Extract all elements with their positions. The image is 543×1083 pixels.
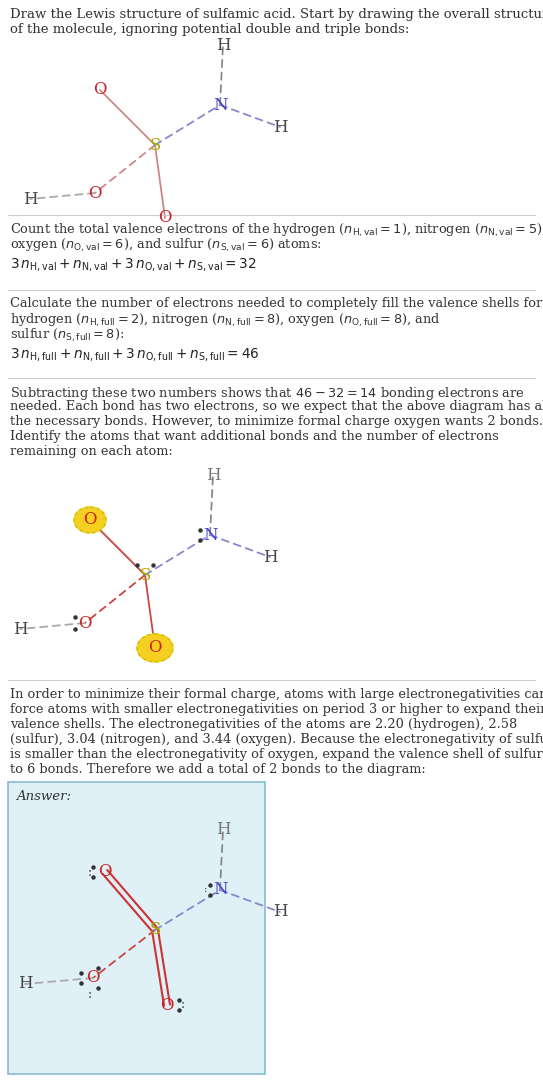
Text: H: H [12,621,27,638]
Text: :: : [88,865,92,878]
Text: is smaller than the electronegativity of oxygen, expand the valence shell of sul: is smaller than the electronegativity of… [10,748,543,761]
Text: hydrogen ($n_{\mathrm{H,full}}=2$), nitrogen ($n_{\mathrm{N,full}}=8$), oxygen (: hydrogen ($n_{\mathrm{H,full}}=2$), nitr… [10,312,440,329]
Text: Identify the atoms that want additional bonds and the number of electrons: Identify the atoms that want additional … [10,430,499,443]
Text: H: H [23,191,37,208]
Text: S: S [140,566,151,584]
Text: H: H [216,37,230,53]
Text: Calculate the number of electrons needed to completely fill the valence shells f: Calculate the number of electrons needed… [10,297,542,310]
Text: (sulfur), 3.04 (nitrogen), and 3.44 (oxygen). Because the electronegativity of s: (sulfur), 3.04 (nitrogen), and 3.44 (oxy… [10,733,543,746]
Text: H: H [18,976,33,992]
Text: O: O [148,639,162,656]
Text: oxygen ($n_{\mathrm{O,val}}=6$), and sulfur ($n_{\mathrm{S,val}}=6$) atoms:: oxygen ($n_{\mathrm{O,val}}=6$), and sul… [10,237,322,255]
Text: S: S [149,136,161,154]
Text: O: O [86,969,100,987]
Text: valence shells. The electronegativities of the atoms are 2.20 (hydrogen), 2.58: valence shells. The electronegativities … [10,718,517,731]
Text: O: O [98,863,112,880]
Text: In order to minimize their formal charge, atoms with large electronegativities c: In order to minimize their formal charge… [10,688,543,701]
Text: H: H [273,118,287,135]
Text: O: O [83,511,97,529]
Text: N: N [213,96,228,114]
Ellipse shape [137,634,173,662]
Text: Count the total valence electrons of the hydrogen ($n_{\mathrm{H,val}}=1$), nitr: Count the total valence electrons of the… [10,222,543,239]
Text: Answer:: Answer: [16,790,71,803]
Text: O: O [78,614,92,631]
Text: Draw the Lewis structure of sulfamic acid. Start by drawing the overall structur: Draw the Lewis structure of sulfamic aci… [10,8,543,36]
Text: needed. Each bond has two electrons, so we expect that the above diagram has all: needed. Each bond has two electrons, so … [10,400,543,413]
Text: the necessary bonds. However, to minimize formal charge oxygen wants 2 bonds.: the necessary bonds. However, to minimiz… [10,415,543,428]
Text: remaining on each atom:: remaining on each atom: [10,445,173,458]
Text: Subtracting these two numbers shows that $46-32=14$ bonding electrons are: Subtracting these two numbers shows that… [10,384,525,402]
Text: sulfur ($n_{\mathrm{S,full}}=8$):: sulfur ($n_{\mathrm{S,full}}=8$): [10,327,124,344]
Text: to 6 bonds. Therefore we add a total of 2 bonds to the diagram:: to 6 bonds. Therefore we add a total of … [10,764,426,777]
Text: O: O [160,996,174,1014]
Text: O: O [158,209,172,226]
Text: N: N [213,882,228,899]
Text: H: H [206,467,220,483]
Text: O: O [93,81,107,99]
Text: $3\,n_{\mathrm{H,val}}+n_{\mathrm{N,val}}+3\,n_{\mathrm{O,val}}+n_{\mathrm{S,val: $3\,n_{\mathrm{H,val}}+n_{\mathrm{N,val}… [10,256,257,273]
Text: :: : [204,886,207,895]
Text: N: N [203,526,217,544]
Text: H: H [216,822,230,838]
Text: S: S [149,922,161,939]
FancyBboxPatch shape [8,782,265,1074]
Ellipse shape [74,507,106,533]
Text: :: : [88,988,92,1001]
Text: :: : [181,999,185,1012]
Text: O: O [89,184,102,201]
Text: force atoms with smaller electronegativities on period 3 or higher to expand the: force atoms with smaller electronegativi… [10,703,543,716]
Text: $3\,n_{\mathrm{H,full}}+n_{\mathrm{N,full}}+3\,n_{\mathrm{O,full}}+n_{\mathrm{S,: $3\,n_{\mathrm{H,full}}+n_{\mathrm{N,ful… [10,345,260,363]
Text: H: H [263,548,277,565]
Text: H: H [273,903,287,921]
